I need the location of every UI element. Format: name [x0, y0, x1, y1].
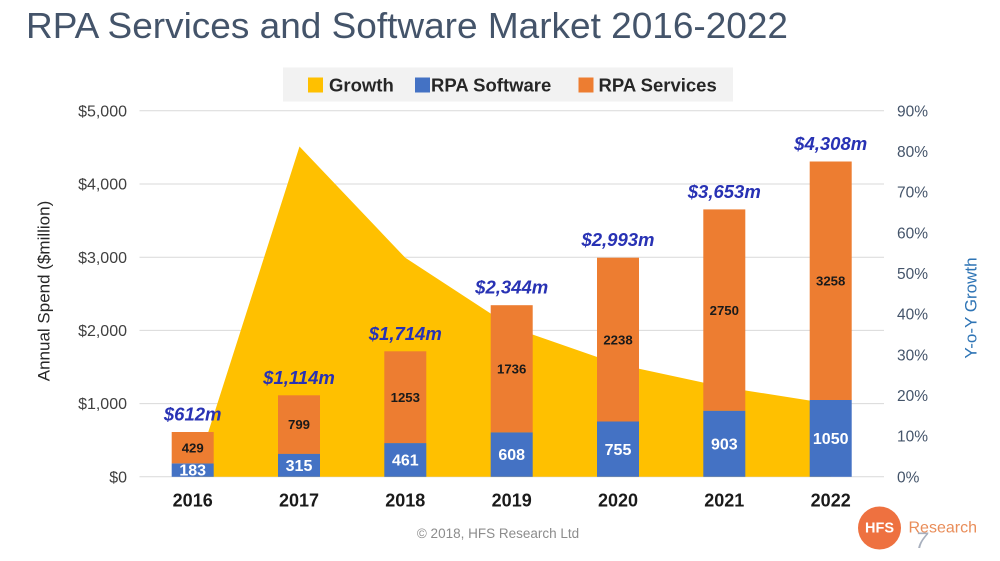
svg-text:183: 183: [179, 463, 206, 480]
svg-text:3258: 3258: [816, 273, 845, 288]
svg-text:1253: 1253: [391, 390, 420, 405]
svg-text:799: 799: [288, 417, 310, 432]
svg-text:HFS: HFS: [865, 521, 894, 537]
svg-text:7: 7: [916, 528, 929, 553]
svg-text:2017: 2017: [279, 491, 319, 511]
svg-text:2018: 2018: [385, 491, 425, 511]
svg-text:Research: Research: [909, 520, 977, 537]
svg-text:$3,653m: $3,653m: [687, 181, 761, 202]
svg-text:2016: 2016: [173, 491, 213, 511]
svg-text:$2,993m: $2,993m: [580, 229, 654, 250]
svg-text:Y-o-Y Growth: Y-o-Y Growth: [962, 257, 981, 358]
svg-text:© 2018, HFS Research Ltd: © 2018, HFS Research Ltd: [417, 526, 579, 541]
svg-text:2021: 2021: [704, 491, 744, 511]
svg-text:1736: 1736: [497, 362, 526, 377]
svg-text:RPA Services and Software Mark: RPA Services and Software Market 2016-20…: [26, 5, 788, 46]
svg-text:$1,114m: $1,114m: [262, 367, 335, 388]
svg-text:Annual Spend ($million): Annual Spend ($million): [35, 201, 54, 382]
svg-text:$5,000: $5,000: [78, 103, 127, 120]
svg-text:70%: 70%: [897, 185, 928, 202]
svg-text:903: 903: [711, 436, 738, 453]
svg-text:$0: $0: [109, 469, 127, 486]
svg-text:755: 755: [605, 442, 632, 459]
svg-text:2022: 2022: [811, 491, 851, 511]
svg-text:0%: 0%: [897, 469, 920, 486]
svg-text:RPA Services: RPA Services: [599, 75, 717, 96]
svg-text:50%: 50%: [897, 266, 928, 283]
svg-text:$1,714m: $1,714m: [368, 323, 442, 344]
svg-text:80%: 80%: [897, 144, 928, 161]
svg-text:608: 608: [498, 447, 525, 464]
svg-text:$612m: $612m: [163, 404, 222, 425]
svg-text:429: 429: [182, 440, 204, 455]
svg-text:$2,000: $2,000: [78, 323, 127, 340]
svg-text:60%: 60%: [897, 225, 928, 242]
svg-text:10%: 10%: [897, 429, 928, 446]
svg-text:Growth: Growth: [329, 75, 394, 96]
svg-text:2019: 2019: [492, 491, 532, 511]
svg-text:2020: 2020: [598, 491, 638, 511]
svg-text:$4,000: $4,000: [78, 177, 127, 194]
svg-text:30%: 30%: [897, 347, 928, 364]
svg-text:$2,344m: $2,344m: [474, 277, 548, 298]
svg-text:20%: 20%: [897, 388, 928, 405]
svg-text:2750: 2750: [710, 303, 739, 318]
svg-text:$3,000: $3,000: [78, 250, 127, 267]
svg-text:461: 461: [392, 453, 419, 470]
svg-text:90%: 90%: [897, 103, 928, 120]
svg-text:RPA Software: RPA Software: [431, 75, 551, 96]
svg-text:$4,308m: $4,308m: [793, 133, 867, 154]
svg-text:2238: 2238: [603, 332, 632, 347]
svg-text:40%: 40%: [897, 307, 928, 324]
svg-text:1050: 1050: [813, 431, 849, 448]
svg-text:$1,000: $1,000: [78, 396, 127, 413]
svg-text:315: 315: [286, 458, 313, 475]
